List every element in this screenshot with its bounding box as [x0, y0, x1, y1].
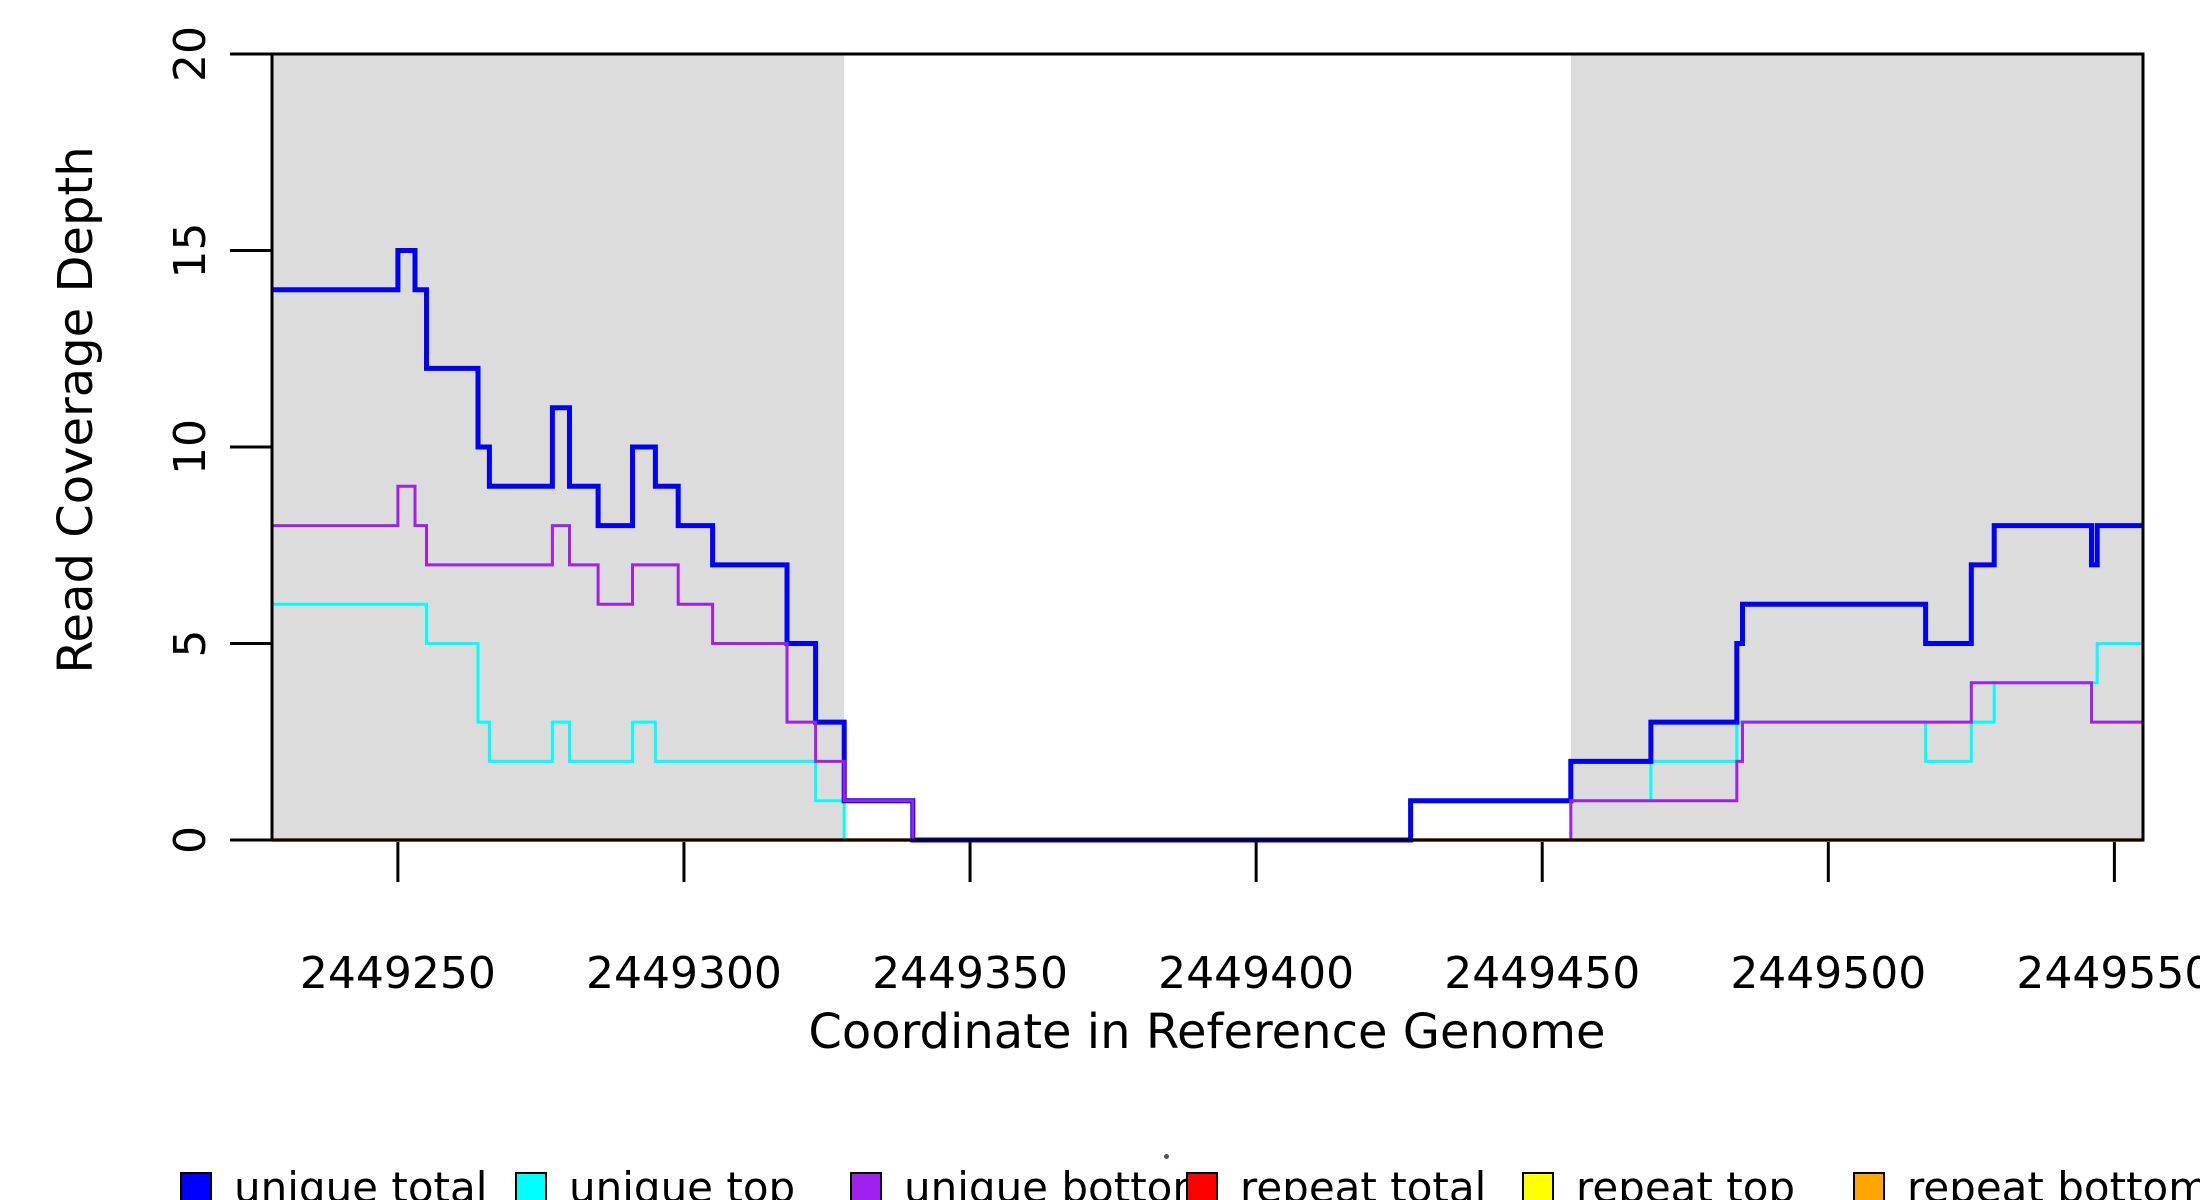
- y-axis-tick-label: 10: [165, 419, 216, 475]
- series-unique-total: [272, 248, 2143, 843]
- shaded-region: [272, 54, 845, 840]
- legend-label: repeat total: [1240, 1163, 1487, 1200]
- legend-label: unique bottom: [904, 1163, 1214, 1200]
- y-axis-title: Read Coverage Depth: [48, 146, 104, 673]
- legend-label: unique total: [234, 1163, 488, 1200]
- x-axis-tick-label: 2449450: [1444, 948, 1640, 999]
- x-axis-tick-label: 2449300: [586, 948, 782, 999]
- legend-swatch-repeat-bottom: [1853, 1171, 1885, 1200]
- x-axis-tick-label: 2449500: [1730, 948, 1926, 999]
- y-axis-tick-label: 0: [165, 826, 216, 854]
- axes-layer: 2449250 2449300 2449350 2449400 2449450 24495…: [165, 26, 2200, 999]
- legend-item-repeat-bottom: repeat bottom: [1853, 1163, 2200, 1200]
- x-axis-tick-label: 2449350: [872, 948, 1068, 999]
- x-axis-tick-label: 2449250: [300, 948, 496, 999]
- legend-item-repeat-top: repeat top: [1522, 1163, 1795, 1200]
- legend-swatch-repeat-top: [1522, 1171, 1554, 1200]
- series-unique-top: [272, 602, 2143, 842]
- x-axis-tick-label: 2449400: [1158, 948, 1354, 999]
- legend-item-unique-bottom: unique bottom: [850, 1163, 1213, 1200]
- y-axis-tick-label: 15: [165, 223, 216, 279]
- legend-label: repeat top: [1576, 1163, 1796, 1200]
- x-axis-title: Coordinate in Reference Genome: [808, 1004, 1605, 1060]
- series-unique-bottom: [272, 484, 2143, 842]
- legend-item-unique-top: unique top: [515, 1163, 795, 1200]
- y-axis-tick-label: 20: [165, 26, 216, 82]
- legend-label: repeat bottom: [1907, 1163, 2200, 1200]
- artifact-dot: [1164, 1154, 1169, 1159]
- legend-swatch-repeat-total: [1186, 1171, 1218, 1200]
- legend-item-unique-total: unique total: [180, 1163, 487, 1200]
- legend-swatch-unique-bottom: [850, 1171, 882, 1200]
- plot-border: [270, 52, 2145, 842]
- y-axis-tick-label: 5: [165, 630, 216, 658]
- legend-swatch-unique-top: [515, 1171, 547, 1200]
- shaded-regions-layer: [272, 54, 2143, 840]
- legend-item-repeat-total: repeat total: [1186, 1163, 1486, 1200]
- shaded-region: [1570, 54, 2143, 840]
- legend-swatch-unique-total: [180, 1171, 212, 1200]
- x-axis-tick-label: 2449550: [2016, 948, 2200, 999]
- legend-label: unique top: [569, 1163, 796, 1200]
